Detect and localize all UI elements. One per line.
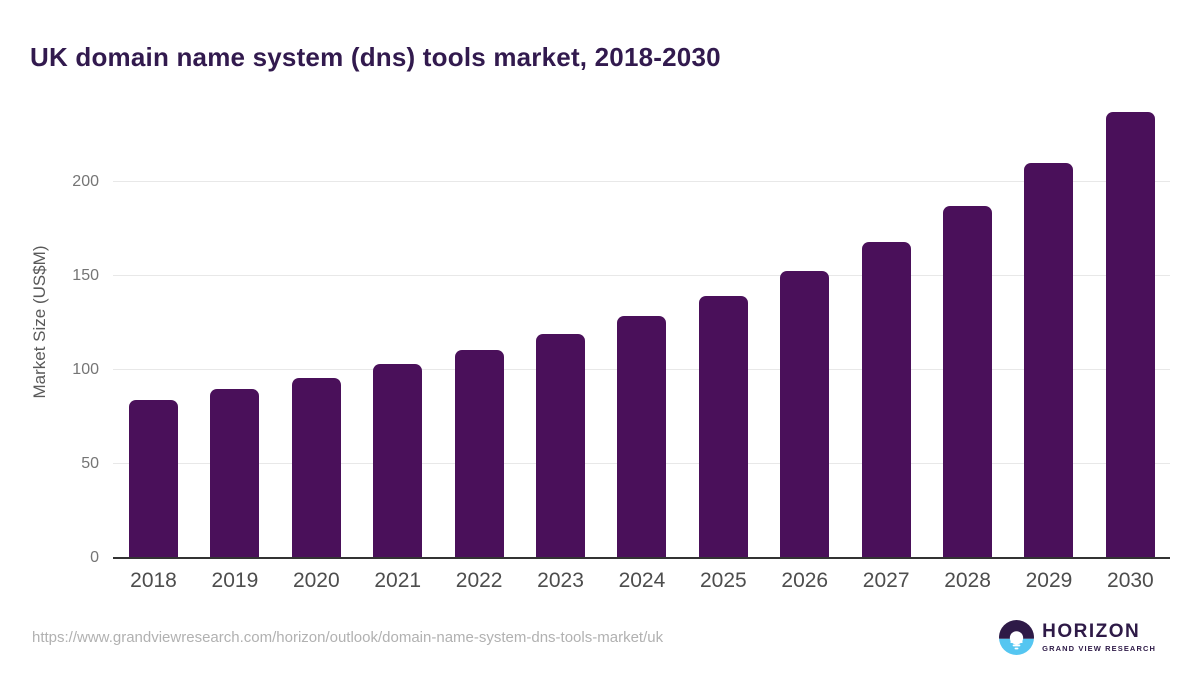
bar-2022[interactable] (454, 350, 504, 558)
x-tick-label-2030: 2030 (1107, 569, 1154, 592)
bar-2026[interactable] (780, 271, 830, 558)
x-tick-label-2021: 2021 (374, 569, 422, 592)
bar-2021[interactable] (373, 364, 423, 558)
y-tick-label-50: 50 (81, 455, 99, 472)
x-tick-label-2024: 2024 (618, 569, 666, 592)
x-tick-label-2029: 2029 (1025, 569, 1073, 592)
horizon-logo-text: HORIZON GRAND VIEW RESEARCH (1042, 621, 1156, 654)
bar-2025[interactable] (698, 295, 748, 558)
gridline-150 (113, 275, 1170, 276)
x-axis-line (113, 557, 1170, 559)
x-tick-label-2026: 2026 (781, 569, 829, 592)
horizon-logo[interactable]: HORIZON GRAND VIEW RESEARCH (999, 620, 1156, 655)
bar-2030[interactable] (1105, 111, 1155, 558)
x-tick-label-2023: 2023 (537, 569, 584, 592)
bar-2024[interactable] (617, 316, 667, 558)
page-title: UK domain name system (dns) tools market… (30, 42, 721, 73)
x-axis-ticks: 2018 2019 2020 2021 2022 2023 2024 2025 2026 2027… (129, 569, 1155, 593)
logo-tagline-text: GRAND VIEW RESEARCH (1042, 644, 1156, 653)
y-tick-label-0: 0 (90, 549, 99, 566)
bar-2029[interactable] (1024, 163, 1074, 558)
logo-brand-text: HORIZON (1042, 621, 1141, 642)
y-tick-label-150: 150 (72, 267, 99, 284)
bars-layer (129, 88, 1155, 558)
bar-2018[interactable] (129, 400, 178, 558)
y-tick-label-100: 100 (72, 361, 99, 378)
bar-chart-plot-area: 0 50 100 150 200 2018 2019 2020 2021 2022 2023 202… (72, 88, 1170, 592)
x-tick-label-2022: 2022 (455, 569, 503, 592)
gridline-200 (113, 181, 1170, 182)
x-tick-label-2025: 2025 (699, 569, 747, 592)
bar-2027[interactable] (861, 241, 911, 558)
x-tick-label-2018: 2018 (130, 569, 177, 592)
bar-2023[interactable] (536, 334, 586, 558)
bar-2019[interactable] (210, 388, 260, 558)
x-tick-label-2027: 2027 (862, 569, 910, 592)
horizon-sun-icon (999, 620, 1035, 655)
x-tick-label-2028: 2028 (944, 569, 991, 592)
source-url-text: https://www.grandviewresearch.com/horizo… (32, 629, 664, 646)
y-tick-label-200: 200 (72, 173, 99, 190)
bar-2020[interactable] (291, 377, 341, 558)
y-axis-title: Market Size (US$M) (30, 245, 49, 399)
bar-2028[interactable] (943, 206, 993, 558)
x-tick-label-2020: 2020 (292, 569, 340, 592)
x-tick-label-2019: 2019 (211, 569, 259, 592)
